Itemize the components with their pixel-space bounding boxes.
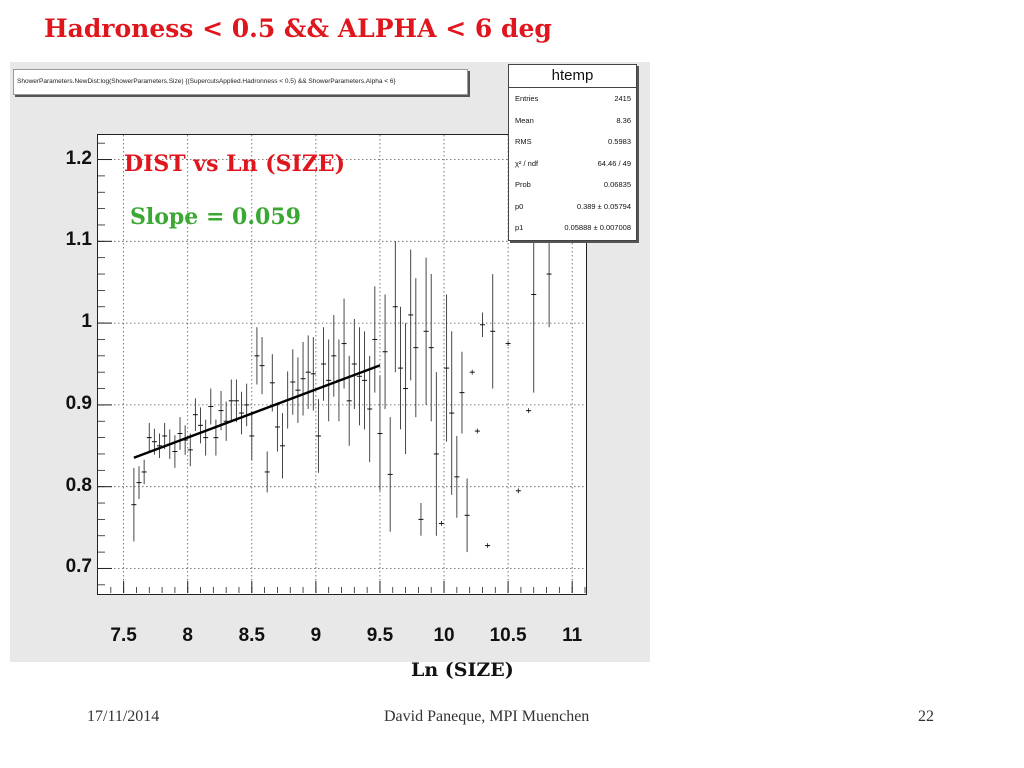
footer-author: David Paneque, MPI Muenchen: [384, 708, 590, 725]
footer-date: 17/11/2014: [87, 708, 160, 725]
stats-value: 2415: [614, 94, 631, 103]
stats-key: p0: [515, 201, 524, 211]
stats-key: Mean: [515, 115, 534, 125]
stats-value: 0.5983: [608, 137, 631, 146]
stats-row-p1: p1 0.05888 ± 0.007008: [509, 217, 636, 239]
stats-value: 64.46 / 49: [597, 158, 631, 168]
x-tick-label: 9.5: [366, 625, 394, 646]
slope-annotation: Slope = 0.059: [130, 204, 301, 230]
y-tick-label: 1: [81, 311, 92, 333]
plot-canvas: ShowerParameters.NewDist:log(ShowerParam…: [10, 62, 650, 662]
x-tick-label: 8.5: [238, 625, 265, 646]
y-tick-label: 1.1: [65, 229, 92, 251]
stats-value: 8.36: [616, 115, 631, 125]
plot-command-box: ShowerParameters.NewDist:log(ShowerParam…: [13, 69, 468, 95]
plot-frame: [97, 134, 587, 595]
stats-key: Entries: [515, 94, 539, 103]
y-tick-label: 0.9: [65, 392, 92, 414]
x-tick-label: 9: [310, 625, 322, 646]
stats-row-p0: p0 0.389 ± 0.05794: [509, 196, 636, 218]
stats-row-rms: RMS 0.5983: [509, 131, 636, 153]
stats-key: RMS: [515, 137, 532, 146]
dist-annotation: DIST vs Ln (SIZE): [124, 151, 346, 177]
stats-key: Prob: [515, 180, 531, 189]
slide-title: Hadroness < 0.5 && ALPHA < 6 deg: [44, 14, 552, 43]
page-number: 22: [918, 708, 934, 725]
stats-title: htemp: [509, 65, 636, 88]
stats-row-chi2: χ² / ndf 64.46 / 49: [509, 153, 636, 175]
x-tick-label: 11: [562, 625, 583, 646]
scatter-plot: [98, 135, 586, 593]
y-tick-label: 0.8: [65, 474, 92, 496]
x-tick-label: 7.5: [110, 625, 137, 646]
stats-box: htemp Entries 2415 Mean 8.36 RMS 0.5983 …: [508, 64, 637, 241]
x-tick-label: 8: [182, 625, 193, 646]
stats-value: 0.05888 ± 0.007008: [564, 223, 631, 232]
x-tick-label: 10.5: [489, 625, 527, 646]
stats-key: χ² / ndf: [515, 158, 539, 168]
y-tick-label: 0.7: [65, 556, 92, 578]
x-tick-label: 10: [433, 625, 455, 646]
stats-value: 0.06835: [603, 180, 631, 189]
stats-value: 0.389 ± 0.05794: [576, 201, 631, 211]
stats-row-entries: Entries 2415: [509, 88, 636, 110]
fit-line: [133, 364, 381, 459]
y-tick-label: 1.2: [65, 147, 92, 169]
x-axis-label: Ln (SIZE): [411, 659, 514, 681]
stats-row-prob: Prob 0.06835: [509, 174, 636, 196]
stats-key: p1: [515, 223, 524, 232]
stats-row-mean: Mean 8.36: [509, 110, 636, 132]
